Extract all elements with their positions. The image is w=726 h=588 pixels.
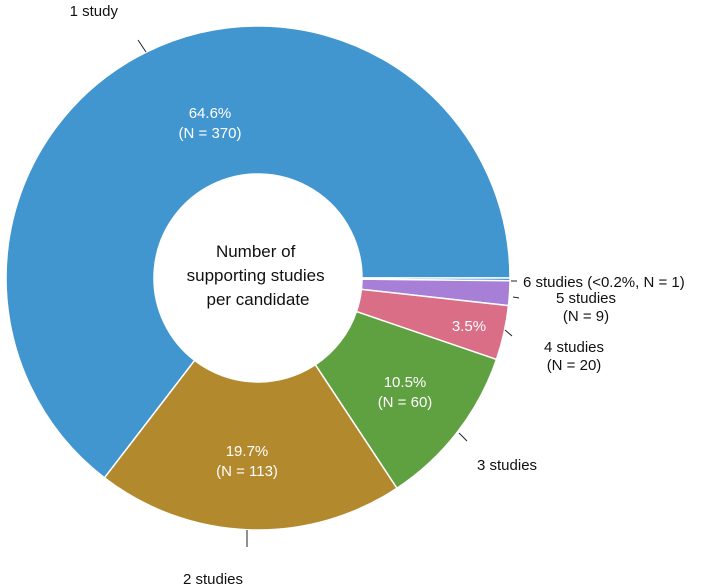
leader-line-4-studies — [504, 329, 513, 337]
label-6-studies: 6 studies (<0.2%, N = 1) — [523, 274, 685, 291]
center-label-line-3: per candidate — [206, 290, 309, 309]
labels-group: 64.6% (N = 370) 1 study 6 studies (<0.2%, N… — [70, 3, 685, 588]
label-1-study: 1 study — [70, 3, 119, 20]
label-5-studies: 5 studies (N = 9) — [556, 290, 616, 325]
label-3-studies: 3 studies — [477, 457, 537, 474]
inside-label-3-studies: 10.5% (N = 60) — [378, 374, 433, 411]
slice-2-studies — [103, 359, 398, 531]
leader-line-5-studies — [512, 296, 520, 299]
inside-label-5-studies: 1.6% — [578, 286, 612, 303]
leader-line-3-studies — [458, 432, 468, 442]
label-4-studies: 4 studies (N = 20) — [544, 339, 604, 374]
leader-lines-group — [137, 39, 520, 547]
inside-label-2-studies: 19.7% (N = 113) — [216, 443, 278, 480]
inside-label-4-studies: 3.5% — [452, 318, 486, 335]
center-label: Number of supporting studies per candida… — [187, 242, 330, 309]
center-label-line-2: supporting studies — [187, 266, 325, 285]
center-label-line-1: Number of — [216, 242, 296, 261]
slice-1-study — [5, 25, 511, 479]
leader-line-1-study — [137, 39, 147, 53]
label-2-studies: 2 studies — [183, 571, 243, 588]
slices-group — [5, 25, 511, 531]
inside-label-1-study: 64.6% (N = 370) — [179, 105, 242, 142]
